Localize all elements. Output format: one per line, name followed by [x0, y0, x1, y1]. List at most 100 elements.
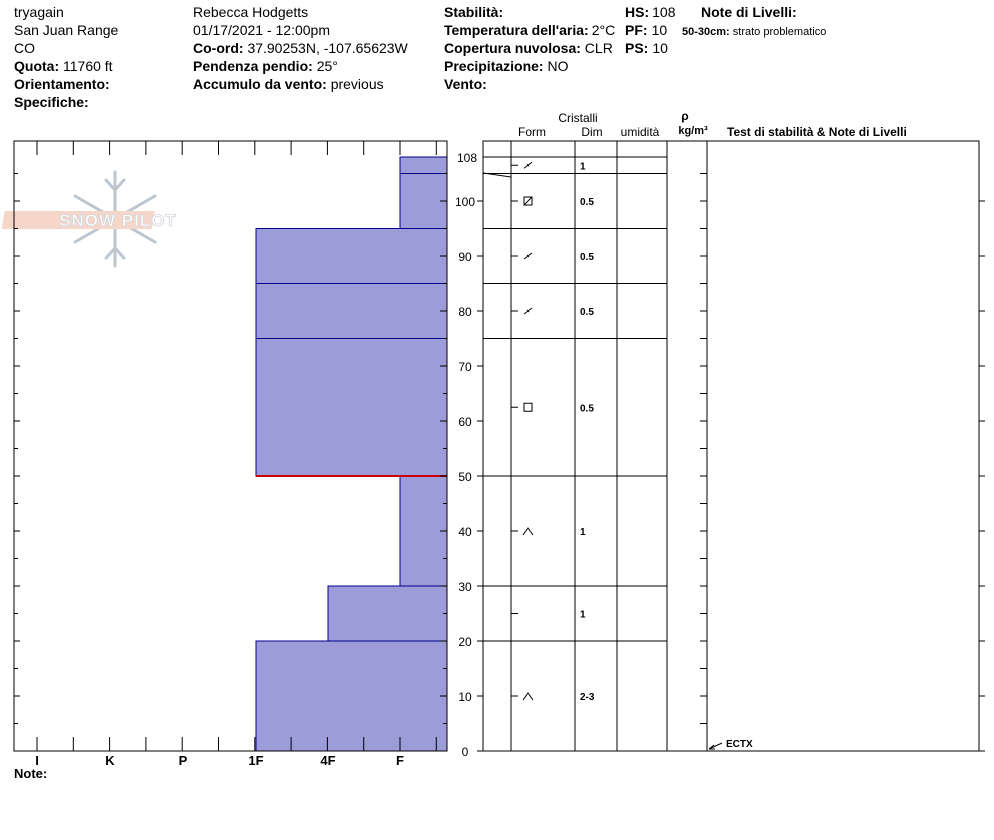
depth-label: 40 [458, 525, 472, 539]
hs-label: HS: [625, 4, 650, 20]
depth-label: 50 [458, 470, 472, 484]
air-temp-value: 2°C [591, 22, 616, 38]
depth-label: 30 [458, 580, 472, 594]
layer-note-range: 50-30cm: [682, 26, 730, 38]
faceted-rounded-icon-slash [523, 196, 533, 206]
hardness-label: 4F [320, 753, 335, 768]
coordinates: Co-ord: 37.90253N, -107.65623W [193, 39, 408, 57]
grain-size: 0.5 [580, 252, 594, 263]
stability-test-arrow [708, 742, 723, 750]
grain-size: 1 [580, 161, 586, 172]
pf: PF: 10 [625, 21, 667, 39]
hardness-label: K [105, 753, 115, 768]
slope-value: 25° [316, 58, 338, 74]
grain-size: 1 [580, 610, 586, 621]
hs: HS: 108 [625, 3, 675, 21]
wind-loading-label: Accumulo da vento: [193, 76, 327, 92]
hardness-label: P [179, 753, 188, 768]
ps-label: PS: [625, 40, 649, 56]
depth-label: 70 [458, 360, 472, 374]
elevation: Quota: 11760 ft [14, 57, 113, 75]
snowpilot-logo: SNOW PILOT [1, 170, 177, 268]
pf-label: PF: [625, 22, 648, 38]
form-header: Form [518, 125, 546, 139]
notes-label: Note: [14, 766, 47, 781]
slope-label: Pendenza pendio: [193, 58, 313, 74]
coord-label: Co-ord: [193, 40, 244, 56]
depth-label: 80 [458, 305, 472, 319]
density-unit-header: kg/m³ [678, 125, 708, 137]
coord-value: 37.90253N, -107.65623W [247, 40, 408, 56]
sky-value: CLR [584, 40, 613, 56]
wind-loading-value: previous [330, 76, 384, 92]
moisture-header: umidità [621, 125, 660, 139]
hardness-label: 1F [248, 753, 263, 768]
hardness-plot-frame [13, 140, 448, 752]
rho-header: ρ [681, 109, 688, 123]
stability-label: Stabilità: [444, 4, 504, 20]
layer-bar [255, 640, 448, 752]
observer: tryagain [14, 4, 64, 20]
grain-size: 0.5 [580, 197, 594, 208]
grain-size: 0.5 [580, 307, 594, 318]
slope: Pendenza pendio: 25° [193, 57, 338, 75]
hs-value: 108 [652, 4, 676, 20]
sky-cover: Copertura nuvolosa: CLR [444, 39, 613, 57]
depth-label: 0 [462, 745, 469, 759]
depth-label: 60 [458, 415, 472, 429]
elevation-value: 11760 ft [63, 58, 113, 74]
elevation-label: Quota: [14, 58, 60, 74]
air-temp: Temperatura dell'aria: 2°C [444, 21, 615, 39]
crystals-header: Cristalli [558, 111, 597, 125]
pf-value: 10 [651, 22, 668, 38]
dim-header: Dim [581, 125, 602, 139]
precip-particle-icon [523, 161, 533, 169]
sky-label: Copertura nuvolosa: [444, 40, 581, 56]
state: CO [14, 40, 35, 56]
wind-label: Vento: [444, 76, 487, 92]
precip-particle-icon [523, 307, 533, 315]
depth-label: 90 [458, 250, 472, 264]
layer-table-frame [482, 140, 980, 752]
ps-value: 10 [652, 40, 668, 56]
layer-bar [399, 173, 448, 229]
layer-bar [255, 338, 448, 477]
ps: PS: 10 [625, 39, 668, 57]
hardness-label: F [396, 753, 404, 768]
layer-bar [399, 156, 448, 174]
layer-connector [482, 172, 512, 178]
precip-label: Precipitazione: [444, 58, 544, 74]
precipitation: Precipitazione: NO [444, 57, 568, 75]
grain-size: 1 [580, 527, 586, 538]
wind-loading: Accumulo da vento: previous [193, 75, 384, 93]
layer-note: 50-30cm: strato problematico [682, 23, 826, 41]
stability-test-label: ECTX [726, 739, 753, 750]
layer-bar [255, 228, 448, 284]
faceted-crystal-icon [523, 402, 533, 412]
aspect-label: Orientamento: [14, 76, 110, 92]
tests-header: Test di stabilità & Note di Livelli [727, 125, 907, 139]
grain-size: 0.5 [580, 403, 594, 414]
specifics-label: Specifiche: [14, 94, 89, 110]
layer-bar [399, 475, 448, 587]
depth-label: 10 [458, 690, 472, 704]
layer-bar [255, 283, 448, 339]
precip-value: NO [547, 58, 569, 74]
depth-hoar-icon [522, 527, 534, 536]
hardness-label: I [35, 753, 39, 768]
depth-top-label: 108 [457, 151, 477, 165]
stability-test-arrowhead [708, 744, 715, 750]
observer-name: Rebecca Hodgetts [193, 4, 309, 20]
range: San Juan Range [14, 22, 119, 38]
depth-label: 100 [455, 195, 475, 209]
precip-particle-icon [523, 252, 533, 260]
grain-size: 2-3 [580, 692, 595, 703]
layer-note-text: strato problematico [732, 26, 827, 38]
layer-notes-label: Note di Livelli: [701, 4, 797, 20]
depth-hoar-icon [522, 692, 534, 701]
depth-label: 20 [458, 635, 472, 649]
layer-bar [327, 585, 448, 642]
logo-text: SNOW PILOT [59, 211, 177, 230]
datetime: 01/17/2021 - 12:00pm [193, 22, 330, 38]
